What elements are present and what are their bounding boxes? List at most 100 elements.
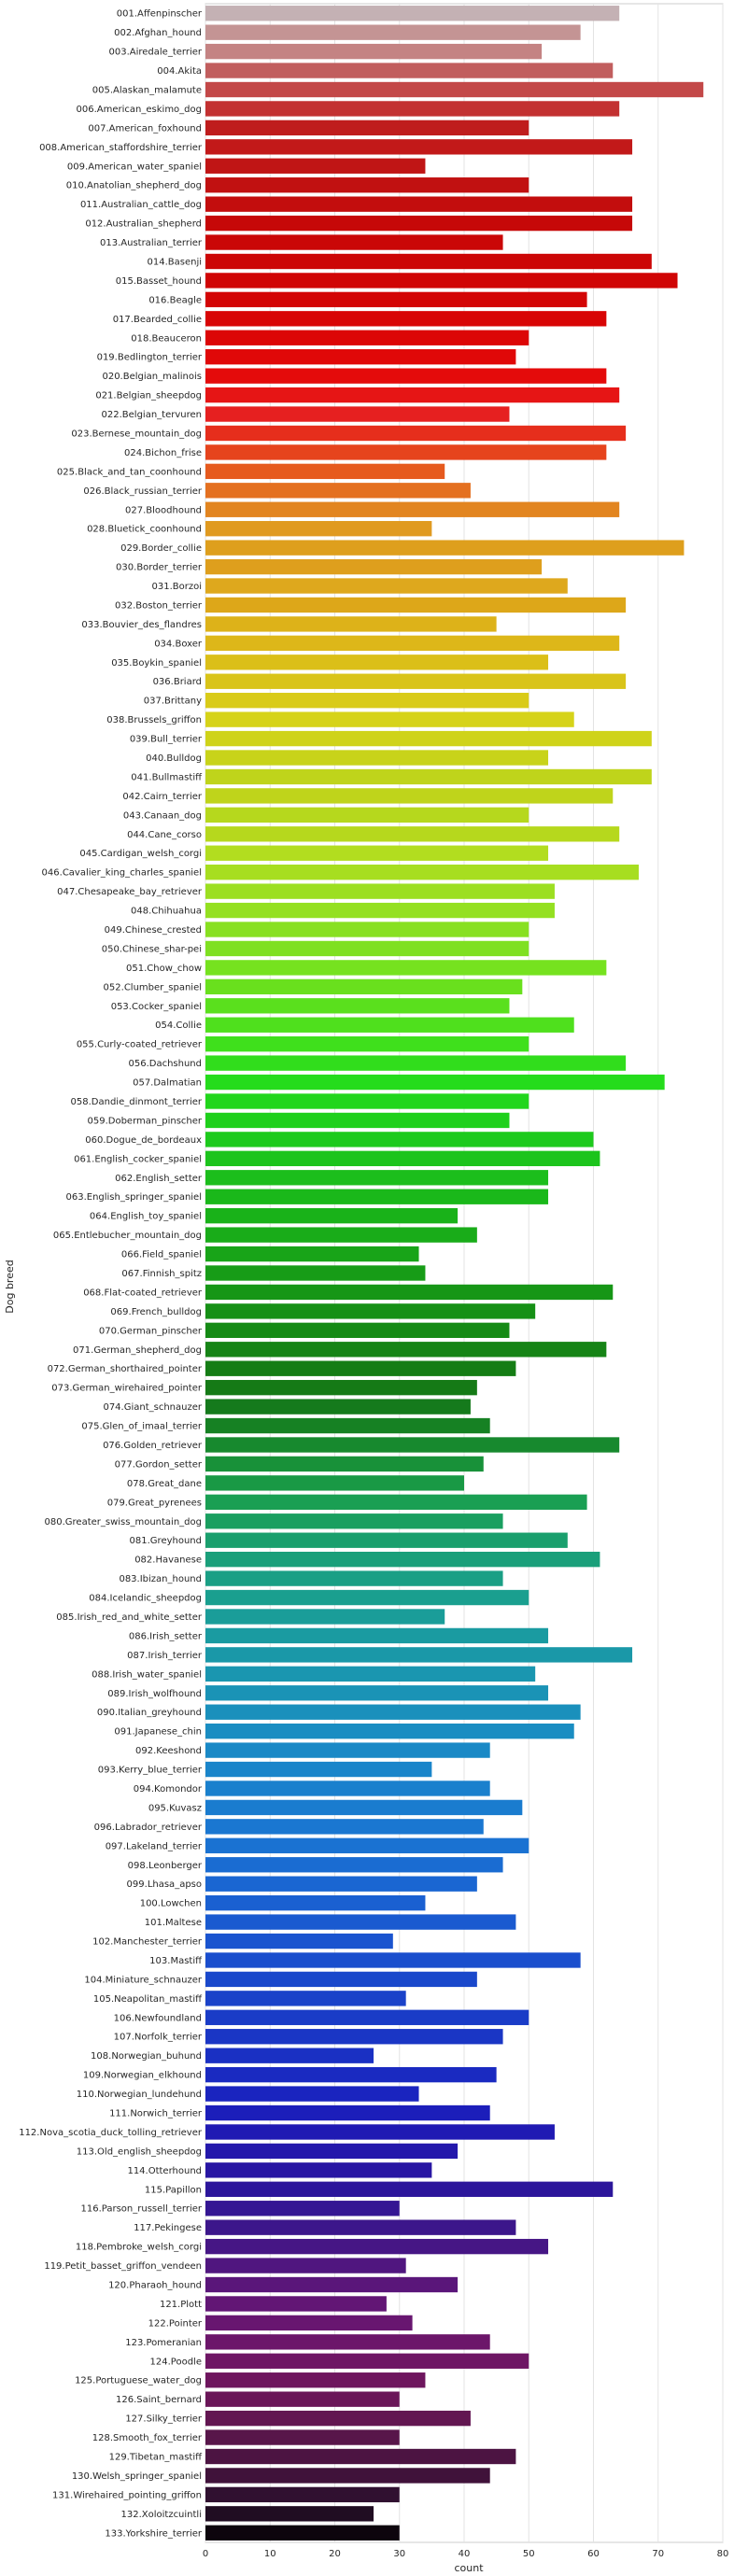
bar — [205, 139, 633, 155]
y-tick-label: 074.Giant_schnauzer — [103, 1402, 202, 1413]
bar — [205, 673, 627, 689]
y-tick-label: 047.Chesapeake_bay_retriever — [57, 887, 203, 897]
bar — [205, 2391, 400, 2407]
bar — [205, 1055, 627, 1071]
bar — [205, 807, 529, 823]
y-tick-label: 090.Italian_greyhound — [97, 1708, 202, 1718]
bar — [205, 63, 614, 78]
bar — [205, 444, 607, 460]
y-tick-label: 100.Lowchen — [140, 1899, 202, 1909]
y-tick-label: 095.Kuvasz — [148, 1803, 202, 1813]
y-tick-label: 063.English_springer_spaniel — [65, 1192, 202, 1203]
y-tick-label: 107.Norfolk_terrier — [114, 2033, 203, 2043]
bar — [205, 1532, 568, 1548]
bar — [205, 788, 614, 804]
bar — [205, 1857, 503, 1873]
bar — [205, 1475, 464, 1491]
y-tick-label: 065.Entlebucher_mountain_dog — [53, 1231, 202, 1241]
y-tick-label: 037.Brittany — [144, 697, 202, 707]
bar — [205, 1991, 406, 2006]
y-tick-label: 054.Collie — [155, 1021, 202, 1031]
bar — [205, 406, 510, 422]
y-tick-label: 019.Bedlington_terrier — [97, 353, 203, 363]
y-tick-label: 099.Lhasa_apso — [127, 1879, 202, 1890]
y-tick-label: 030.Border_terrier — [116, 563, 203, 573]
y-tick-label: 010.Anatolian_shepherd_dog — [66, 181, 202, 191]
y-tick-label: 084.Icelandic_sheepdog — [89, 1594, 202, 1604]
bar — [205, 387, 620, 403]
bar — [205, 960, 607, 976]
bar — [205, 826, 620, 842]
x-tick-labels: 0 10 20 30 40 50 60 70 80 — [203, 2549, 729, 2559]
y-tick-label: 049.Chinese_crested — [105, 925, 202, 936]
y-tick-label: 121.Plott — [160, 2300, 202, 2310]
bar — [205, 81, 704, 98]
bar — [205, 883, 555, 899]
bar — [205, 2181, 614, 2197]
y-tick-label: 034.Boxer — [154, 639, 203, 649]
bar — [205, 196, 633, 212]
bar — [205, 1074, 665, 1091]
bar — [205, 693, 529, 709]
bar — [205, 2124, 555, 2140]
y-tick-label: 015.Basset_hound — [116, 276, 202, 287]
y-tick-label: 085.Irish_red_and_white_setter — [56, 1612, 203, 1623]
bar — [205, 1742, 490, 1758]
bar — [205, 425, 627, 442]
bar — [205, 1150, 600, 1167]
y-tick-label: 027.Bloodhound — [125, 505, 202, 515]
y-tick-label: 096.Labrador_retriever — [94, 1823, 203, 1833]
y-tick-label: 117.Pekingese — [134, 2223, 202, 2233]
bar — [205, 1035, 529, 1052]
bar — [205, 2334, 490, 2350]
bar — [205, 2353, 529, 2369]
y-tick-label: 086.Irish_setter — [129, 1631, 203, 1641]
bar — [205, 2201, 400, 2217]
y-tick-label: 011.Australian_cattle_dog — [80, 200, 202, 210]
bar — [205, 1494, 587, 1511]
bar — [205, 597, 627, 613]
y-tick-label: 072.German_shorthaired_pointer — [48, 1364, 203, 1374]
bar — [205, 311, 607, 327]
bar — [205, 1876, 477, 1892]
bar — [205, 940, 529, 957]
y-tick-label: 119.Petit_basset_griffon_vendeen — [44, 2261, 202, 2272]
bar — [205, 177, 529, 193]
bar — [205, 368, 607, 384]
y-tick-label: 066.Field_spaniel — [121, 1250, 202, 1260]
y-tick-label: 012.Australian_shepherd — [85, 219, 202, 230]
bar — [205, 2410, 471, 2427]
y-tick-label: 048.Chihuahua — [131, 907, 202, 917]
y-tick-label: 060.Dogue_de_bordeaux — [85, 1135, 202, 1146]
bar — [205, 120, 529, 136]
bar — [205, 291, 587, 308]
bar — [205, 540, 685, 556]
x-tick-label: 20 — [329, 2549, 341, 2559]
bar — [205, 845, 549, 861]
bar — [205, 978, 523, 995]
y-tick-label: 105.Neapolitan_mastiff — [93, 1994, 203, 2005]
y-tick-label: 062.English_setter — [115, 1174, 203, 1184]
bar — [205, 1723, 574, 1739]
y-tick-label: 018.Beauceron — [131, 333, 202, 344]
y-tick-label: 087.Irish_terrier — [127, 1651, 203, 1661]
bar — [205, 1379, 477, 1396]
y-tick-label: 110.Norwegian_lundehund — [77, 2090, 202, 2100]
bar — [205, 2468, 490, 2484]
y-tick-label: 130.Welsh_springer_spaniel — [72, 2471, 202, 2482]
bar — [205, 1265, 426, 1281]
bar — [205, 2258, 406, 2273]
y-tick-label: 059.Doberman_pinscher — [88, 1116, 203, 1126]
bar — [205, 1322, 510, 1339]
y-tick-label: 038.Brussels_griffon — [106, 715, 202, 725]
y-tick-label: 040.Bulldog — [146, 753, 202, 764]
y-tick-label: 028.Bluetick_coonhound — [87, 525, 202, 535]
bar — [205, 234, 503, 250]
y-tick-label: 007.American_foxhound — [88, 123, 202, 134]
bar — [205, 1093, 529, 1109]
y-tick-label: 032.Boston_terrier — [115, 600, 203, 611]
y-tick-label: 106.Newfoundland — [114, 2013, 202, 2023]
y-tick-label: 078.Great_dane — [127, 1479, 202, 1489]
bar — [205, 1513, 503, 1529]
y-tick-label: 127.Silky_terrier — [125, 2414, 203, 2425]
